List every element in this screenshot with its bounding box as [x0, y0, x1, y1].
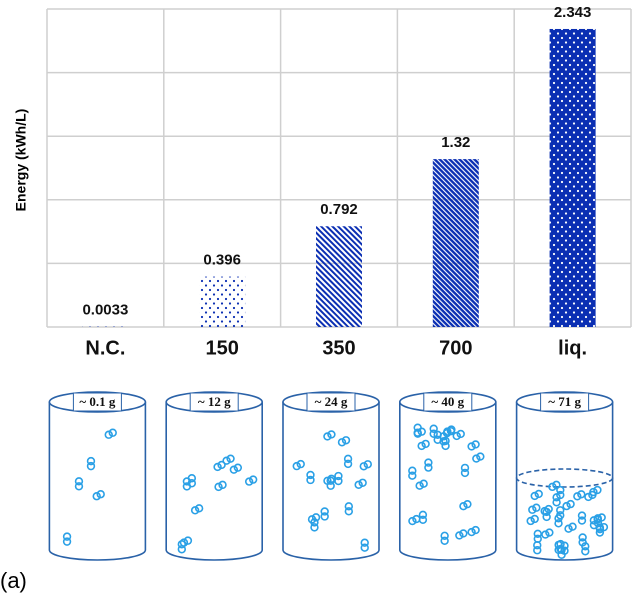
- cylinder-body: [166, 402, 262, 560]
- x-tick-label: 350: [322, 337, 355, 359]
- x-tick-label: N.C.: [85, 337, 125, 359]
- cylinder: ~ 0.1 g: [49, 392, 145, 560]
- cylinder: ~ 40 g: [400, 392, 496, 560]
- mass-label: ~ 24 g: [315, 394, 348, 409]
- value-label: 1.32: [441, 134, 470, 151]
- bar: [433, 159, 479, 327]
- value-label: 0.0033: [82, 302, 128, 319]
- cylinder: ~ 12 g: [166, 392, 262, 560]
- mass-label: ~ 71 g: [548, 394, 581, 409]
- mass-label: ~ 40 g: [431, 394, 464, 409]
- cylinder: ~ 71 g: [517, 392, 613, 560]
- bar: [550, 29, 596, 327]
- x-tick-label: 700: [439, 337, 472, 359]
- mass-label: ~ 0.1 g: [79, 394, 116, 409]
- figure: Energy (kWh/L) (a) 0.0033 N.C. 0.396 150 0.7…: [0, 0, 633, 601]
- x-tick-label: 150: [206, 337, 239, 359]
- bar: [199, 277, 245, 327]
- panel-label: (a): [0, 568, 27, 593]
- value-label: 0.396: [203, 252, 241, 269]
- y-axis-label: Energy (kWh/L): [13, 109, 29, 212]
- cylinder: ~ 24 g: [283, 392, 379, 560]
- bar: [316, 226, 362, 327]
- mass-label: ~ 12 g: [198, 394, 231, 409]
- value-label: 2.343: [554, 4, 592, 21]
- x-tick-label: liq.: [558, 337, 587, 359]
- value-label: 0.792: [320, 201, 358, 218]
